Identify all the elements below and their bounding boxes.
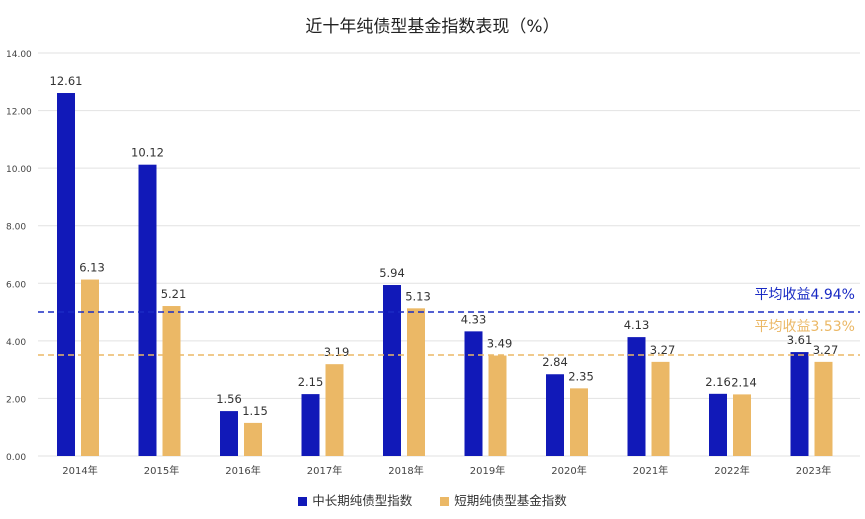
- x-tick-label: 2019年: [470, 464, 505, 477]
- data-label: 5.94: [379, 266, 405, 280]
- data-label: 6.13: [79, 261, 105, 275]
- x-tick-label: 2016年: [225, 464, 260, 477]
- x-tick-label: 2021年: [633, 464, 668, 477]
- bar-short-term: [244, 422, 262, 456]
- bar-long-term: [383, 285, 401, 456]
- data-label: 3.19: [324, 345, 350, 359]
- bar-long-term: [220, 411, 238, 456]
- y-tick-label: 6.00: [6, 280, 26, 290]
- bar-short-term: [162, 306, 181, 456]
- data-label: 2.35: [568, 369, 594, 383]
- bar-long-term: [57, 93, 75, 456]
- data-label: 2.14: [731, 375, 757, 389]
- data-label: 3.49: [487, 337, 513, 351]
- bar-short-term: [81, 279, 99, 456]
- y-tick-label: 8.00: [6, 223, 26, 233]
- bar-long-term: [301, 394, 320, 456]
- data-label: 1.15: [242, 404, 268, 418]
- x-tick-label: 2023年: [796, 464, 831, 477]
- legend-item-short-term[interactable]: 短期纯债型基金指数: [440, 493, 567, 508]
- data-label: 10.12: [131, 146, 164, 160]
- data-label: 3.61: [787, 333, 813, 347]
- data-label: 4.13: [624, 318, 650, 332]
- average-label: 平均收益4.94%: [755, 287, 855, 303]
- data-label: 5.21: [161, 287, 187, 301]
- y-tick-label: 4.00: [6, 338, 26, 348]
- legend-item-long-term[interactable]: 中长期纯债型指数: [298, 493, 412, 508]
- y-tick-label: 12.00: [6, 108, 32, 118]
- data-label: 12.61: [50, 74, 83, 88]
- bar-long-term: [627, 337, 646, 456]
- x-tick-label: 2017年: [307, 464, 342, 477]
- bar-short-term: [651, 361, 670, 456]
- data-label: 2.16: [705, 375, 731, 389]
- data-label: 2.15: [298, 375, 324, 389]
- x-tick-label: 2020年: [551, 464, 586, 477]
- bar-long-term: [790, 352, 809, 456]
- legend-label: 短期纯债型基金指数: [454, 493, 567, 508]
- x-tick-label: 2022年: [714, 464, 749, 477]
- legend: 中长期纯债型指数 短期纯债型基金指数: [0, 490, 865, 509]
- data-label: 5.13: [405, 289, 431, 303]
- data-label: 3.27: [813, 343, 839, 357]
- average-label: 平均收益3.53%: [755, 319, 855, 335]
- bar-long-term: [464, 331, 483, 456]
- data-label: 2.84: [542, 355, 568, 369]
- legend-swatch: [298, 497, 308, 506]
- bar-short-term: [407, 308, 425, 456]
- bar-short-term: [733, 394, 751, 456]
- y-tick-label: 0.00: [6, 453, 26, 463]
- legend-swatch: [440, 497, 450, 506]
- bar-short-term: [570, 388, 588, 456]
- bar-long-term: [138, 164, 157, 456]
- x-tick-label: 2014年: [62, 464, 97, 477]
- x-tick-label: 2018年: [388, 464, 423, 477]
- legend-label: 中长期纯债型指数: [312, 493, 413, 508]
- data-label: 3.27: [650, 343, 676, 357]
- chart-title: 近十年纯债型基金指数表现（%）: [305, 17, 560, 37]
- bar-short-term: [488, 355, 507, 456]
- bar-short-term: [325, 364, 344, 456]
- y-tick-label: 14.00: [6, 50, 32, 60]
- bar-long-term: [709, 393, 727, 456]
- x-tick-label: 2015年: [144, 464, 179, 477]
- data-label: 4.33: [461, 312, 487, 326]
- y-tick-label: 2.00: [6, 395, 26, 405]
- data-label: 1.56: [216, 392, 242, 406]
- bar-long-term: [546, 374, 564, 456]
- bar-short-term: [814, 361, 833, 456]
- y-tick-label: 10.00: [6, 165, 32, 175]
